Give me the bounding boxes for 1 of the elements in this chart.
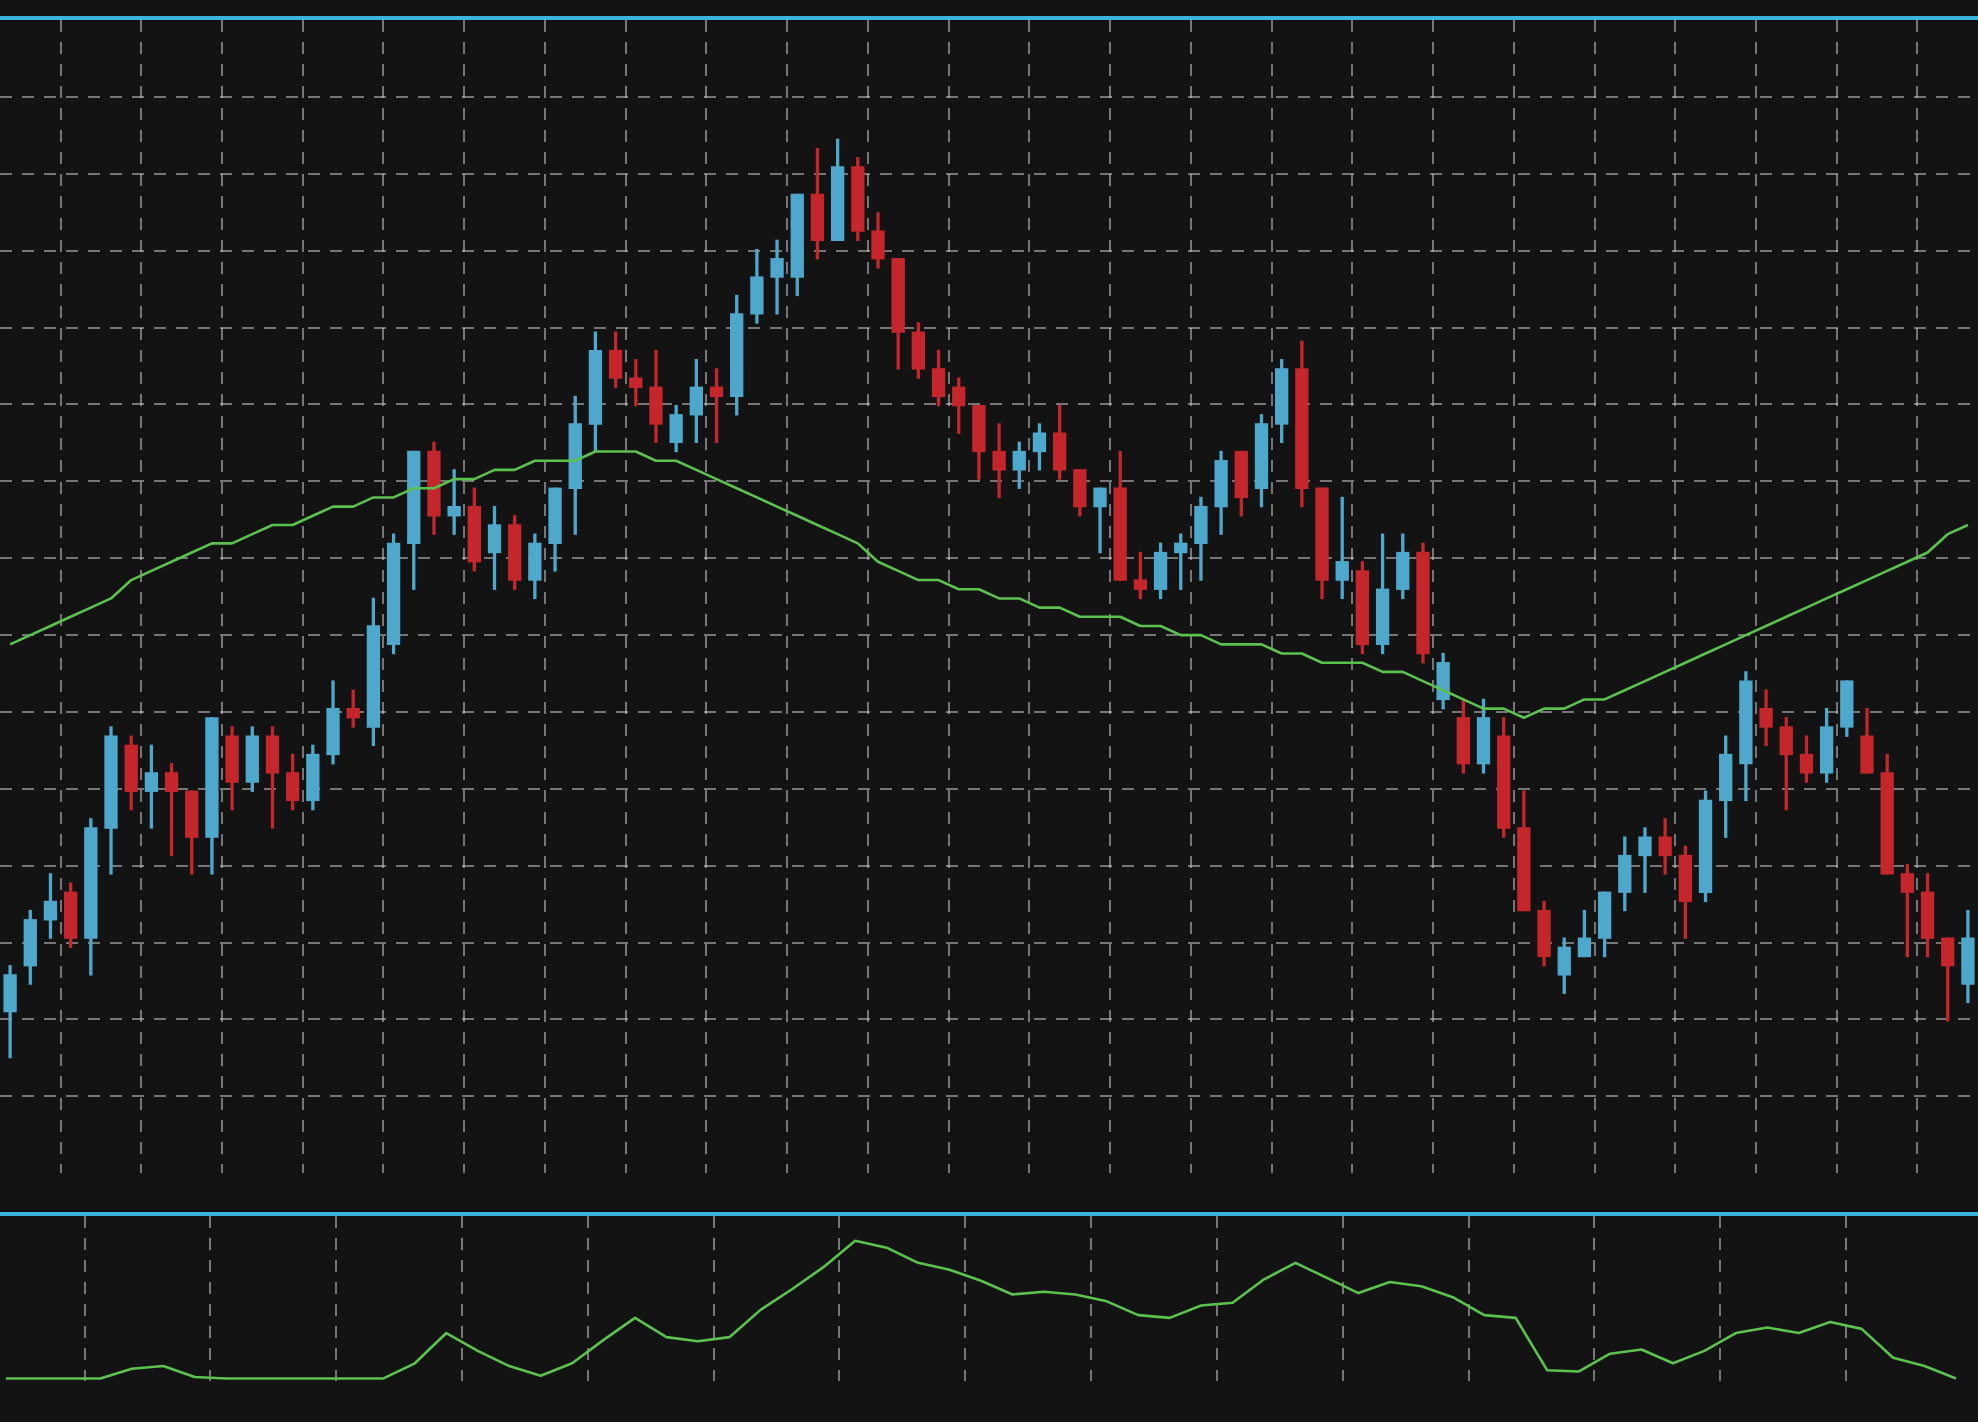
candlestick <box>447 469 461 535</box>
